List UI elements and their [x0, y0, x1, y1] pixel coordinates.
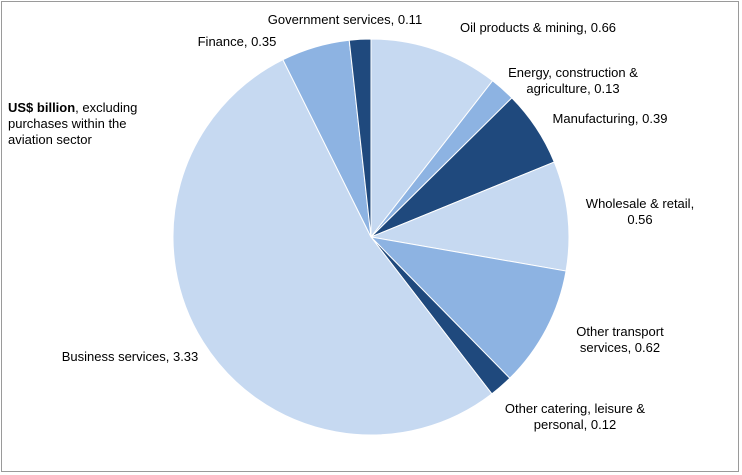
slice-label: Government services, 0.11 [267, 12, 423, 27]
slice-label: Energy, construction & agriculture, 0.13 [508, 65, 638, 96]
pie-slice [172, 58, 493, 436]
slice-label: Business services, 3.33 [61, 349, 199, 364]
pie-slice [370, 38, 494, 239]
slice-label: Wholesale & retail, 0.56 [585, 196, 695, 227]
slice-label: Manufacturing, 0.39 [552, 111, 668, 126]
annotation: US$ billion, excluding purchases within … [8, 100, 158, 148]
pie-slice [369, 236, 567, 379]
slice-label: Other transport services, 0.62 [576, 324, 664, 355]
pie-slice [348, 38, 372, 238]
pie-slice [369, 161, 570, 272]
annotation-text: , excluding purchases within the aviatio… [8, 100, 138, 147]
slice-label: Finance, 0.35 [197, 34, 277, 49]
slice-label: Oil products & mining, 0.66 [459, 20, 617, 35]
slice-label: Other catering, leisure & personal, 0.12 [504, 401, 646, 432]
annotation-bold: US$ billion [8, 100, 76, 115]
